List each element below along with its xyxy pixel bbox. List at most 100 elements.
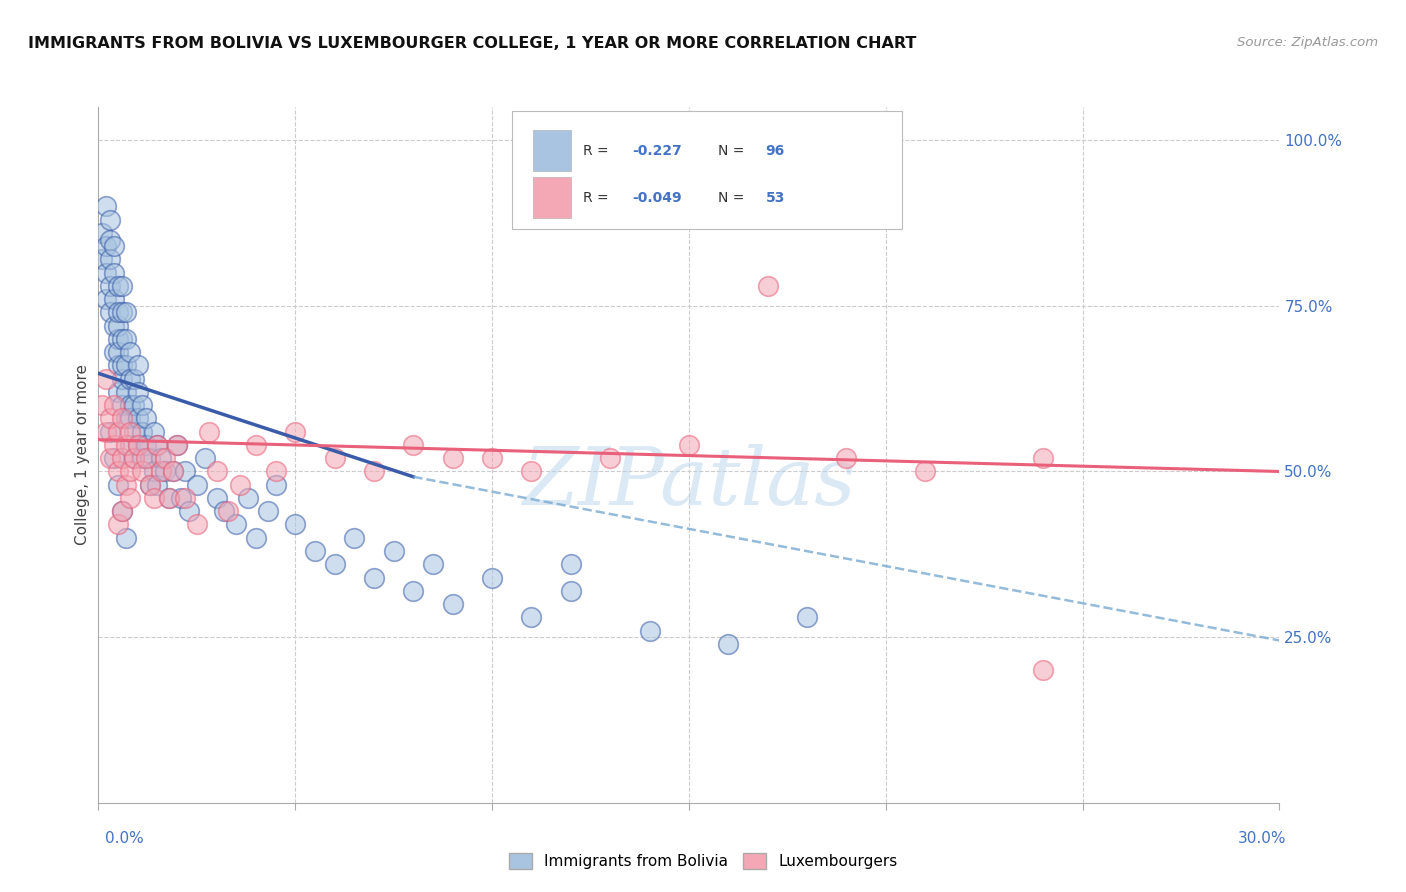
Point [118, 425, 141, 439]
Point [107, 345, 129, 359]
Point [115, 411, 138, 425]
Point [111, 279, 134, 293]
Point [363, 570, 385, 584]
Point [118, 465, 141, 479]
Point [107, 517, 129, 532]
Point [122, 372, 145, 386]
Text: -0.049: -0.049 [633, 191, 682, 205]
Point [304, 544, 326, 558]
Point [138, 477, 160, 491]
Point [914, 465, 936, 479]
Point [214, 504, 236, 518]
Point [186, 517, 208, 532]
Point [422, 558, 444, 572]
Point [264, 465, 287, 479]
Point [131, 425, 153, 439]
Point [177, 504, 200, 518]
Point [111, 372, 134, 386]
Text: 53: 53 [766, 191, 785, 205]
Point [118, 411, 141, 425]
Point [122, 398, 145, 412]
Point [98, 212, 121, 227]
Point [284, 425, 307, 439]
Point [323, 558, 346, 572]
Point [131, 465, 153, 479]
Point [107, 384, 129, 399]
Point [146, 438, 169, 452]
Point [118, 438, 141, 452]
Text: Source: ZipAtlas.com: Source: ZipAtlas.com [1237, 36, 1378, 49]
Point [363, 465, 385, 479]
Text: 30.0%: 30.0% [1239, 831, 1286, 846]
Point [150, 465, 173, 479]
Point [122, 451, 145, 466]
Point [323, 451, 346, 466]
Point [194, 451, 217, 466]
Point [98, 451, 121, 466]
Point [115, 332, 138, 346]
Point [96, 199, 118, 213]
Text: N =: N = [718, 144, 749, 158]
Legend: Immigrants from Bolivia, Luxembourgers: Immigrants from Bolivia, Luxembourgers [502, 847, 904, 875]
Point [115, 305, 138, 319]
Point [481, 451, 503, 466]
Point [229, 477, 252, 491]
Point [127, 384, 149, 399]
Point [146, 477, 169, 491]
Point [205, 491, 228, 505]
Point [197, 425, 219, 439]
Point [245, 531, 267, 545]
Point [98, 425, 121, 439]
Point [107, 305, 129, 319]
Point [115, 477, 138, 491]
Point [135, 438, 157, 452]
Point [103, 345, 125, 359]
Point [382, 544, 405, 558]
Text: N =: N = [718, 191, 749, 205]
Point [560, 583, 582, 598]
Point [115, 359, 138, 373]
Point [98, 305, 121, 319]
Point [135, 411, 157, 425]
Point [155, 451, 177, 466]
Point [111, 411, 134, 425]
Point [205, 465, 228, 479]
Point [115, 384, 138, 399]
Point [127, 438, 149, 452]
Point [638, 624, 661, 638]
Point [111, 332, 134, 346]
Point [91, 252, 114, 267]
Point [111, 359, 134, 373]
Point [103, 398, 125, 412]
Point [103, 266, 125, 280]
Text: 96: 96 [766, 144, 785, 158]
Point [402, 438, 425, 452]
Point [142, 425, 165, 439]
Point [756, 279, 779, 293]
Point [122, 425, 145, 439]
Text: -0.227: -0.227 [633, 144, 682, 158]
Point [155, 465, 177, 479]
Point [264, 477, 287, 491]
Point [174, 465, 197, 479]
Point [107, 332, 129, 346]
Point [96, 425, 118, 439]
Point [107, 318, 129, 333]
Point [174, 491, 197, 505]
Point [560, 558, 582, 572]
Point [170, 491, 193, 505]
Point [91, 398, 114, 412]
Point [98, 233, 121, 247]
Point [835, 451, 858, 466]
Point [1032, 451, 1054, 466]
Point [157, 491, 180, 505]
Point [225, 517, 247, 532]
Point [284, 517, 307, 532]
Point [107, 425, 129, 439]
Point [138, 451, 160, 466]
Point [115, 438, 138, 452]
Point [91, 226, 114, 240]
Point [343, 531, 366, 545]
Point [118, 491, 141, 505]
Point [107, 477, 129, 491]
